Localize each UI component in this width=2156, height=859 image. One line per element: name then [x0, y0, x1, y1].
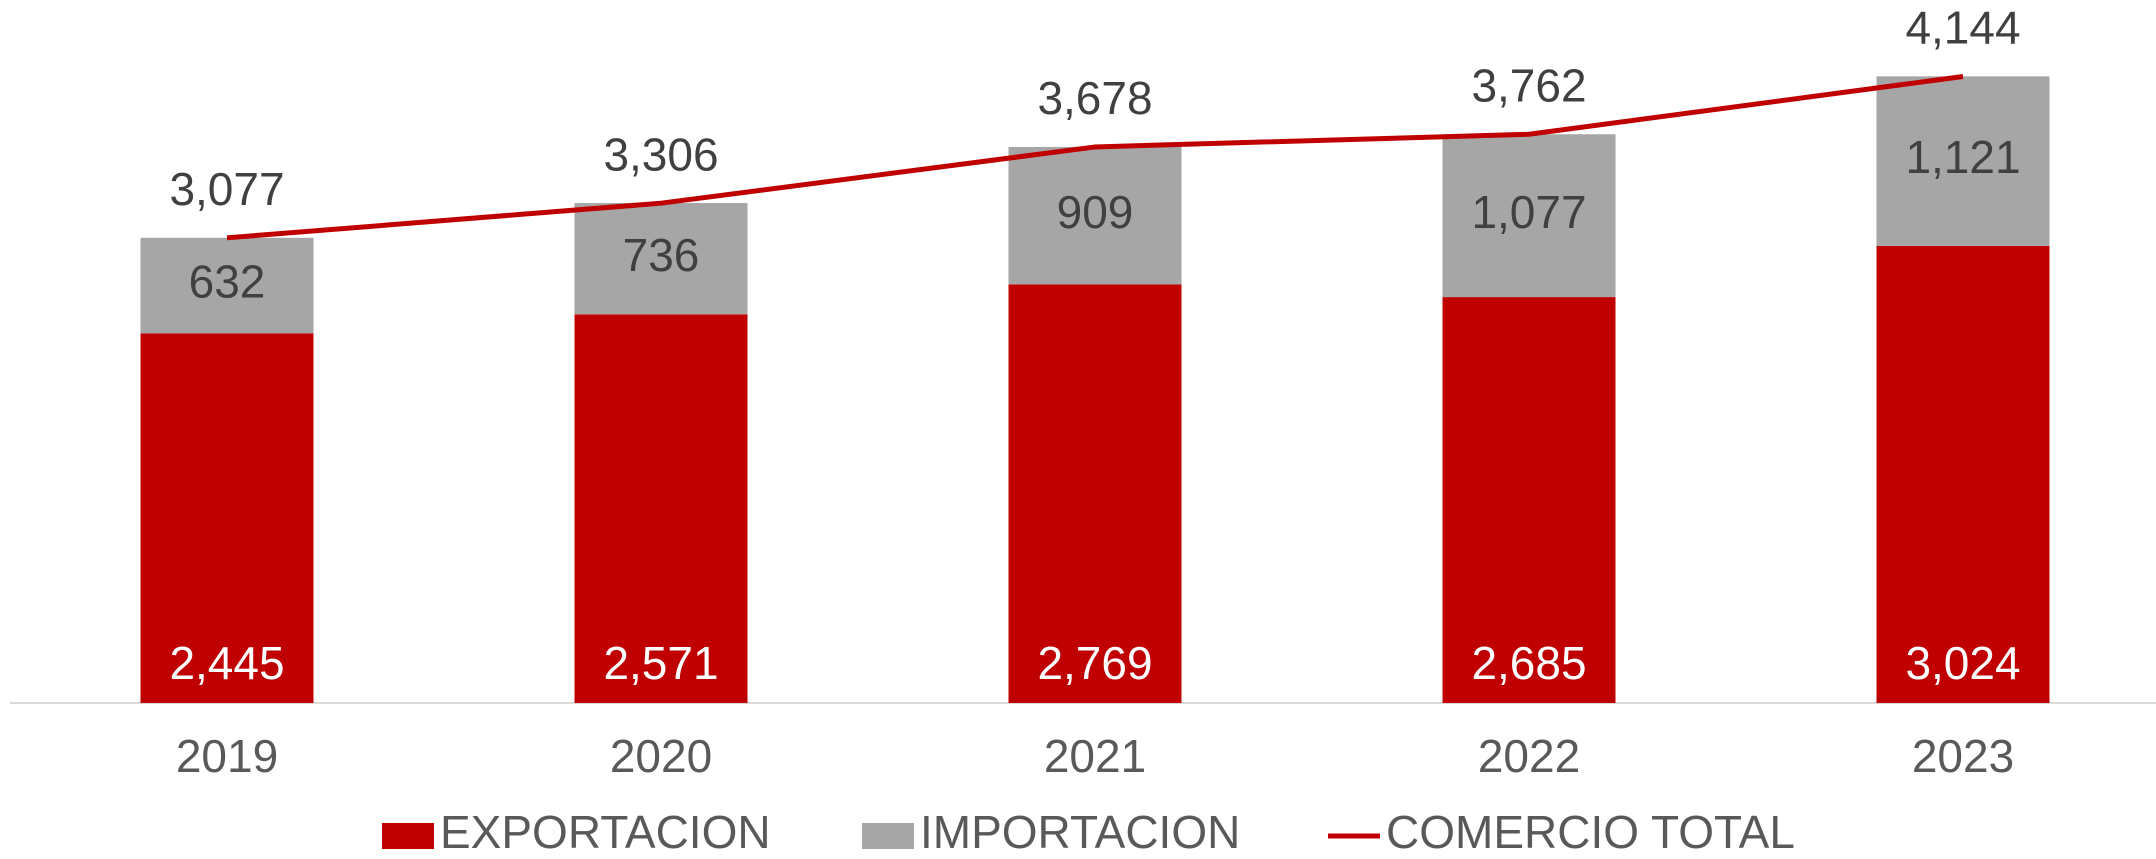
- bar-segment: [1442, 297, 1616, 703]
- legend-swatch: [862, 823, 914, 849]
- data-label: 909: [1057, 186, 1134, 238]
- data-label: 632: [189, 256, 266, 308]
- legend-swatch: [382, 823, 434, 849]
- bar-segment: [140, 333, 314, 703]
- data-label: 2,769: [1037, 637, 1152, 689]
- data-label: 736: [623, 229, 700, 281]
- data-label: 2,445: [169, 637, 284, 689]
- data-label: 3,306: [603, 128, 718, 180]
- legend-label: IMPORTACION: [920, 806, 1240, 858]
- data-label: 2,685: [1471, 637, 1586, 689]
- data-label: 4,144: [1905, 2, 2020, 54]
- data-label: 2,571: [603, 637, 718, 689]
- bar-segment: [1876, 245, 2050, 703]
- bar-segment: [1008, 284, 1182, 703]
- data-label: 3,678: [1037, 72, 1152, 124]
- x-tick-label: 2023: [1912, 730, 2014, 782]
- bar-segment: [1442, 134, 1616, 298]
- legend-label: COMERCIO TOTAL: [1386, 806, 1795, 858]
- legend-label: EXPORTACION: [440, 806, 771, 858]
- data-label: 3,077: [169, 163, 284, 215]
- x-tick-label: 2022: [1478, 730, 1580, 782]
- data-label: 1,121: [1905, 131, 2020, 183]
- bar-segment: [574, 203, 748, 315]
- bar-segment: [574, 314, 748, 703]
- bar-segment: [140, 237, 314, 334]
- bar-segment: [1876, 76, 2050, 246]
- data-label: 3,024: [1905, 637, 2020, 689]
- x-tick-label: 2021: [1044, 730, 1146, 782]
- x-tick-label: 2020: [610, 730, 712, 782]
- bar-segment: [1008, 146, 1182, 285]
- data-label: 3,762: [1471, 59, 1586, 111]
- x-tick-label: 2019: [176, 730, 278, 782]
- data-label: 1,077: [1471, 186, 1586, 238]
- line-series: [226, 74, 1964, 241]
